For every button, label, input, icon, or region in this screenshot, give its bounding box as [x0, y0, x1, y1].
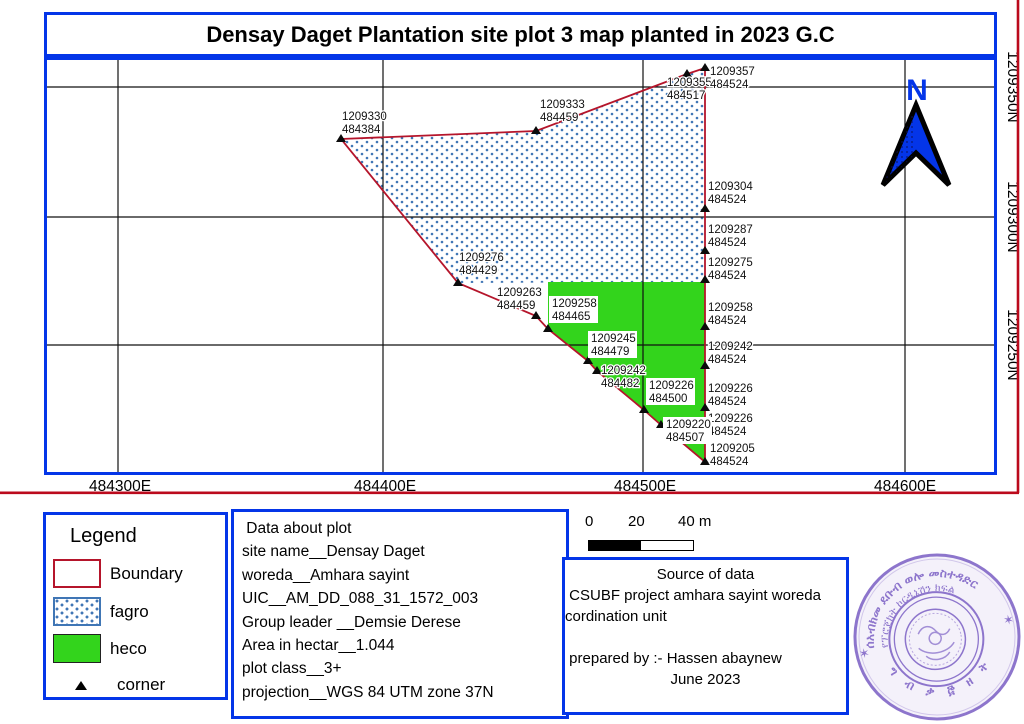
heco-swatch: [53, 634, 101, 663]
scale-label-20: 20: [628, 513, 645, 530]
x-axis-label: 484400E: [354, 478, 416, 495]
source-date: June 2023: [670, 671, 741, 688]
plot-info-area: Area in hectar__1.044: [242, 637, 395, 655]
x-axis-label: 484500E: [614, 478, 676, 495]
legend-item-heco: heco: [53, 634, 147, 663]
x-axis-label: 484300E: [89, 478, 151, 495]
legend-label-boundary: Boundary: [110, 563, 183, 583]
plot-info-title: Data about plot: [242, 520, 352, 537]
stamp-emblem-ring: [904, 608, 967, 671]
source-unit: cordination unit: [565, 608, 667, 625]
map-frame: [44, 57, 997, 475]
legend-item-corner: corner: [53, 675, 165, 695]
source-title: Source of data: [656, 566, 755, 583]
plot-info-box: Data about plot site name__Densay Daget …: [231, 509, 569, 719]
source-project: CSUBF project amhara sayint woreda: [565, 587, 821, 604]
legend-item-boundary: Boundary: [53, 559, 183, 588]
legend-title: Legend: [70, 525, 137, 547]
x-axis-label: 484600E: [874, 478, 936, 495]
scale-bar-filled-half: [589, 541, 641, 550]
plot-info-group-leader: Group leader __Demsie Derese: [242, 613, 461, 631]
stamp-emblem: [917, 625, 955, 661]
plot-info-class: plot class__3+: [242, 660, 342, 678]
y-axis-label: 1209250N: [1004, 309, 1021, 381]
map-title-box: Densay Daget Plantation site plot 3 map …: [44, 12, 997, 57]
plot-info-uic: UIC__AM_DD_088_31_1572_003: [242, 590, 479, 608]
legend: Legend Boundary fagro heco corner: [43, 512, 228, 700]
stamp-star-right star-icon: ✶: [1002, 611, 1015, 628]
fagro-swatch: [53, 597, 101, 626]
scale-bar-graphic: [588, 540, 694, 551]
plot-info-site-name: site name__Densay Daget: [242, 543, 425, 561]
official-stamp: ሰአብክመ ደቡብ ወሎ መስተዳድር የፕሮጀክት ኮርዲኔሽን ክፍል ግ …: [851, 553, 1021, 721]
corner-swatch triangle-icon: [75, 680, 87, 690]
legend-item-fagro: fagro: [53, 597, 149, 626]
source-spacer: [565, 627, 846, 648]
boundary-swatch: [53, 559, 101, 588]
source-box: Source of data CSUBF project amhara sayi…: [562, 557, 849, 715]
y-axis-label: 1209300N: [1004, 181, 1021, 253]
legend-label-heco: heco: [110, 638, 147, 658]
scale-label-0: 0: [585, 513, 594, 530]
stamp-graphic: ሰአብክመ ደቡብ ወሎ መስተዳድር የፕሮጀክት ኮርዲኔሽን ክፍል ግ …: [851, 553, 1021, 721]
map-title: Densay Daget Plantation site plot 3 map …: [206, 21, 835, 47]
plot-info-woreda: woreda__Amhara sayint: [242, 566, 410, 584]
legend-label-fagro: fagro: [110, 601, 149, 621]
scale-bar: 0 20 40 m: [580, 513, 720, 557]
y-axis-label: 1209350N: [1004, 51, 1021, 123]
scale-label-40m: 40 m: [678, 513, 712, 530]
legend-label-corner: corner: [117, 675, 166, 694]
source-prepared-by: prepared by :- Hassen abaynew: [565, 650, 782, 667]
plot-info-projection: projection__WGS 84 UTM zone 37N: [242, 683, 494, 701]
stamp-star-left star-icon: ✶: [858, 645, 871, 662]
